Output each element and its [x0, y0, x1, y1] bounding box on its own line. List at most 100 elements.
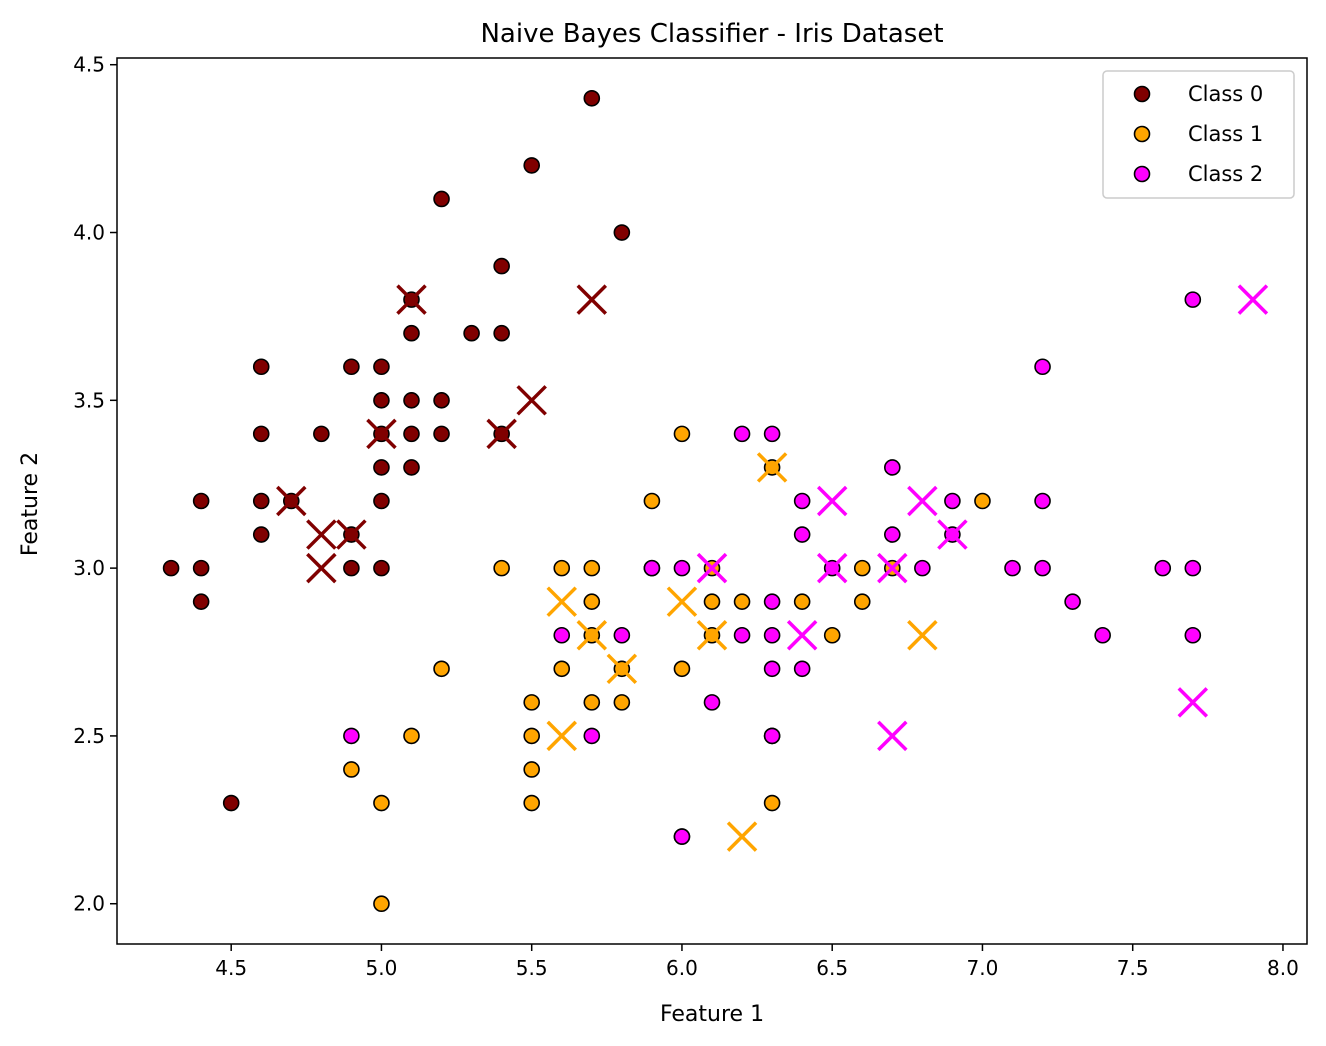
- x-marker-class-0-2: [516, 385, 547, 416]
- point-class-1-4: [493, 559, 510, 577]
- point-class-0-21: [373, 459, 390, 476]
- x-marker-class-1-6: [606, 653, 638, 685]
- point-class-1-14: [793, 593, 811, 610]
- x-axis-label: Feature 1: [660, 1002, 764, 1027]
- x-marker-class-0-1: [576, 284, 608, 315]
- point-class-0-24: [252, 492, 270, 510]
- x-marker-class-0-5: [276, 485, 307, 517]
- point-class-1-24: [583, 694, 601, 711]
- x-marker-class-1-4: [696, 620, 728, 651]
- point-class-1-30: [523, 761, 540, 778]
- legend-marker-0: [1133, 85, 1151, 103]
- point-class-1-3: [974, 492, 991, 510]
- x-tick-label-5: 7.0: [967, 956, 999, 980]
- x-marker-class-0-4: [486, 418, 517, 450]
- plot-area: [162, 89, 1269, 913]
- y-axis-label: Feature 2: [18, 452, 43, 556]
- x-tick-label-3: 6.0: [666, 956, 698, 980]
- x-marker-class-0-3: [366, 418, 397, 450]
- point-class-0-18: [403, 425, 420, 443]
- point-class-2-23: [733, 626, 751, 644]
- point-class-2-25: [1094, 626, 1111, 644]
- point-class-0-27: [252, 526, 270, 543]
- x-tick-label-1: 5.0: [366, 956, 398, 980]
- point-class-2-31: [583, 727, 601, 745]
- point-class-2-6: [944, 492, 961, 510]
- point-class-1-0: [673, 425, 691, 443]
- x-marker-class-1-7: [546, 720, 577, 752]
- y-tick-label-0: 2.0: [73, 892, 105, 916]
- x-marker-class-0-0: [396, 284, 427, 315]
- point-class-1-31: [373, 794, 390, 812]
- x-marker-class-1-3: [576, 620, 608, 651]
- point-class-2-0: [1184, 291, 1202, 308]
- x-marker-class-1-0: [756, 452, 788, 483]
- x-marker-class-2-4: [696, 552, 728, 584]
- point-class-2-9: [884, 526, 901, 543]
- y-tick-label-1: 2.5: [73, 724, 105, 748]
- x-marker-class-1-2: [666, 586, 698, 617]
- x-tick-label-0: 4.5: [215, 956, 247, 980]
- point-class-0-34: [222, 794, 240, 812]
- point-class-2-4: [884, 459, 901, 476]
- point-class-1-21: [673, 660, 691, 678]
- point-class-0-33: [192, 593, 210, 610]
- point-class-2-11: [643, 559, 661, 577]
- x-marker-class-0-7: [336, 519, 367, 550]
- point-class-2-24: [763, 626, 781, 644]
- point-class-2-26: [1184, 626, 1202, 644]
- x-marker-class-0-8: [306, 552, 337, 584]
- legend-label-1: Class 1: [1188, 122, 1263, 146]
- point-class-0-19: [433, 425, 450, 443]
- point-class-0-9: [252, 358, 270, 376]
- point-class-0-16: [313, 425, 330, 443]
- legend-box: [1102, 70, 1295, 199]
- legend: Class 0 Class 1 Class 2: [1102, 70, 1295, 199]
- point-class-2-29: [703, 694, 721, 711]
- x-marker-class-2-3: [937, 519, 968, 550]
- x-tick-label-2: 5.5: [516, 956, 548, 980]
- point-class-2-16: [1034, 559, 1051, 577]
- point-class-2-1: [1034, 358, 1051, 376]
- point-class-1-33: [763, 794, 781, 812]
- point-class-1-27: [523, 727, 540, 745]
- point-class-1-15: [853, 593, 871, 610]
- y-tick-label-5: 4.5: [73, 53, 105, 77]
- point-class-0-23: [192, 492, 210, 510]
- point-class-2-7: [1034, 492, 1051, 510]
- point-class-2-12: [673, 559, 691, 577]
- x-axis: 4.5 5.0 5.5 6.0 6.5 7.0 7.5 8.0: [215, 944, 1299, 980]
- point-class-2-27: [763, 660, 781, 678]
- point-class-1-6: [583, 559, 601, 577]
- point-class-0-12: [373, 392, 390, 409]
- y-tick-label-4: 4.0: [73, 221, 105, 245]
- point-class-0-8: [493, 324, 510, 342]
- y-tick-label-2: 3.0: [73, 556, 105, 580]
- y-tick-label-3: 3.5: [73, 388, 105, 412]
- x-marker-class-1-5: [907, 620, 938, 651]
- point-class-1-18: [823, 626, 841, 644]
- point-class-0-10: [343, 358, 360, 376]
- point-class-0-15: [252, 425, 270, 443]
- point-class-1-12: [703, 593, 721, 610]
- point-class-0-32: [373, 559, 390, 577]
- point-class-0-7: [463, 324, 480, 342]
- point-class-1-25: [613, 694, 631, 711]
- point-class-0-0: [583, 89, 601, 107]
- point-class-2-3: [763, 425, 781, 443]
- point-class-1-35: [373, 895, 390, 913]
- point-class-0-14: [433, 392, 450, 409]
- legend-label-2: Class 2: [1188, 162, 1263, 186]
- x-marker-class-0-6: [306, 519, 337, 550]
- point-class-2-30: [343, 727, 360, 745]
- point-class-1-9: [853, 559, 871, 577]
- point-class-2-5: [793, 492, 811, 510]
- point-class-2-8: [793, 526, 811, 543]
- x-tick-label-6: 7.5: [1117, 956, 1149, 980]
- point-class-1-32: [523, 794, 540, 812]
- x-marker-class-2-2: [907, 485, 938, 517]
- point-class-2-28: [793, 660, 811, 678]
- plot-frame: [116, 57, 1308, 945]
- point-class-2-17: [1154, 559, 1172, 577]
